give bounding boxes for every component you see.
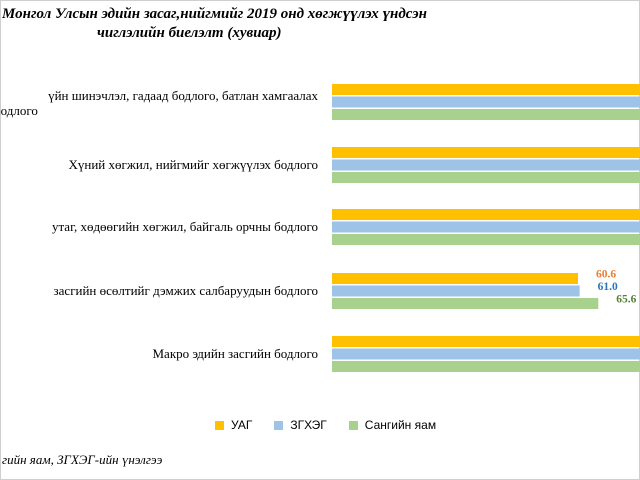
bar-4-1 <box>332 348 640 360</box>
bar-1-2 <box>332 172 640 183</box>
bar-4-0 <box>332 336 640 347</box>
category-label-0: үйн шинэчлэл, гадаад бодлого, батлан хам… <box>48 88 318 103</box>
bar-0-1 <box>332 96 640 108</box>
chart-title-line2: чиглэлийн биелэлт (хувиар) <box>97 25 282 41</box>
bar-0-0 <box>332 84 640 95</box>
chart-legend: УАГ ЗГХЭГ Сангийн яам <box>215 418 436 432</box>
chart-title-line1: Монгол Улсын эдийн засаг,нийгмийг 2019 о… <box>2 6 427 22</box>
legend-swatch-zgheg <box>274 420 284 430</box>
source-note: гийн яам, ЗГХЭГ-ийн үнэлгээ <box>2 452 163 467</box>
category-label-3: засгийн өсөлтийг дэмжих салбаруудын бодл… <box>54 283 318 298</box>
legend-item-sangiin-yam: Сангийн яам <box>348 418 437 432</box>
bar-3-2 <box>332 298 599 309</box>
category-label-0-line2: бодлого <box>0 103 38 118</box>
bar-1-1 <box>332 159 640 171</box>
category-label-4: Макро эдийн засгийн бодлого <box>152 346 318 361</box>
legend-label-sangiin-yam: Сангийн яам <box>364 418 437 432</box>
legend-label-uag: УАГ <box>231 418 253 432</box>
legend-label-zgheg: ЗГХЭГ <box>290 418 327 432</box>
bar-3-0 <box>332 273 578 284</box>
legend-swatch-uag <box>215 420 224 430</box>
data-label-1: 61.0 <box>598 281 618 293</box>
bar-0-2 <box>332 109 640 120</box>
legend-swatch-sangiin-yam <box>348 420 358 430</box>
legend-item-uag: УАГ <box>215 418 252 432</box>
category-label-1: Хүний хөгжил, нийгмийг хөгжүүлэх бодлого <box>69 157 319 172</box>
bar-4-2 <box>332 361 640 372</box>
bar-2-1 <box>332 221 640 233</box>
bar-1-0 <box>332 147 640 158</box>
data-label-0: 60.6 <box>596 269 616 281</box>
data-label-2: 65.6 <box>616 294 636 306</box>
bar-2-0 <box>332 209 640 220</box>
legend-item-zgheg: ЗГХЭГ <box>274 418 327 432</box>
category-label-2: утаг, хөдөөгийн хөгжил, байгаль орчны бо… <box>52 219 318 234</box>
bar-2-2 <box>332 234 640 245</box>
bar-3-1 <box>332 285 580 297</box>
